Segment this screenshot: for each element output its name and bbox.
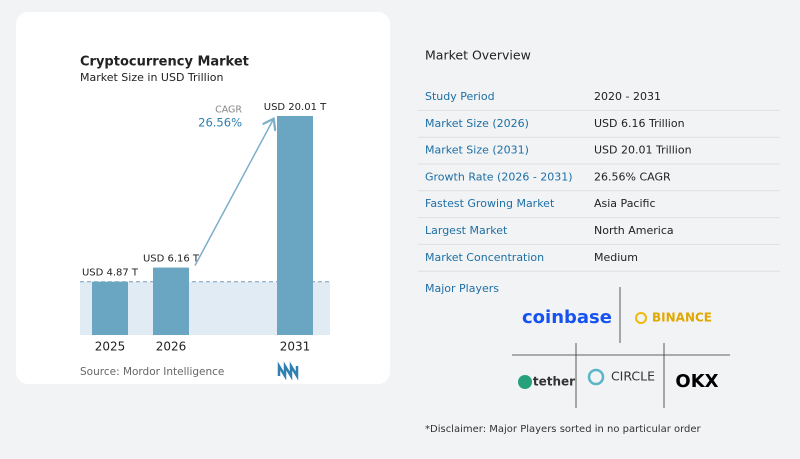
row-label: Market Size (2031) bbox=[425, 144, 529, 157]
player-logo: CIRCLE bbox=[611, 369, 655, 384]
disclaimer: *Disclaimer: Major Players sorted in no … bbox=[425, 424, 702, 435]
binance-icon bbox=[635, 312, 647, 324]
logo bbox=[277, 361, 299, 381]
player-logo: OKX bbox=[675, 371, 718, 392]
data-label: USD 4.87 T bbox=[82, 268, 139, 279]
row-label: Growth Rate (2026 - 2031) bbox=[425, 170, 573, 183]
row-value: USD 6.16 Trillion bbox=[594, 117, 685, 130]
chart-subtitle: Market Size in USD Trillion bbox=[80, 71, 223, 84]
x-tick-label: 2031 bbox=[280, 340, 311, 354]
row-value: Asia Pacific bbox=[594, 197, 656, 210]
row-value: Medium bbox=[594, 251, 638, 264]
player-logo: coinbase bbox=[522, 307, 612, 328]
chart-title: Cryptocurrency Market bbox=[80, 55, 249, 70]
data-label: USD 20.01 T bbox=[264, 102, 327, 113]
row-value: North America bbox=[594, 224, 674, 237]
cagr-arrow bbox=[194, 120, 273, 266]
player-logo: BINANCE bbox=[652, 311, 712, 325]
cagr-value: 26.56% bbox=[198, 116, 242, 130]
cagr-label: CAGR bbox=[215, 105, 242, 116]
bar bbox=[92, 281, 128, 335]
row-value: 26.56% CAGR bbox=[594, 170, 671, 183]
data-label: USD 6.16 T bbox=[143, 254, 200, 265]
row-label: Market Concentration bbox=[425, 251, 544, 264]
bar bbox=[153, 267, 189, 335]
source: Source: Mordor Intelligence bbox=[80, 366, 224, 378]
bar bbox=[277, 116, 313, 335]
row-label: Market Size (2026) bbox=[425, 117, 529, 130]
player-logo: tether bbox=[533, 375, 575, 389]
row-value: 2020 - 2031 bbox=[594, 90, 661, 103]
row-label: Fastest Growing Market bbox=[425, 197, 555, 210]
players-title: Major Players bbox=[425, 282, 499, 295]
x-tick-label: 2026 bbox=[156, 340, 187, 354]
player-grid bbox=[512, 287, 730, 408]
row-label: Study Period bbox=[425, 90, 495, 103]
row-value: USD 20.01 Trillion bbox=[594, 144, 692, 157]
circle-icon bbox=[587, 368, 605, 386]
row-label: Largest Market bbox=[425, 224, 508, 237]
tether-icon bbox=[518, 375, 532, 389]
x-tick-label: 2025 bbox=[95, 340, 126, 354]
overview-title: Market Overview bbox=[425, 48, 531, 63]
